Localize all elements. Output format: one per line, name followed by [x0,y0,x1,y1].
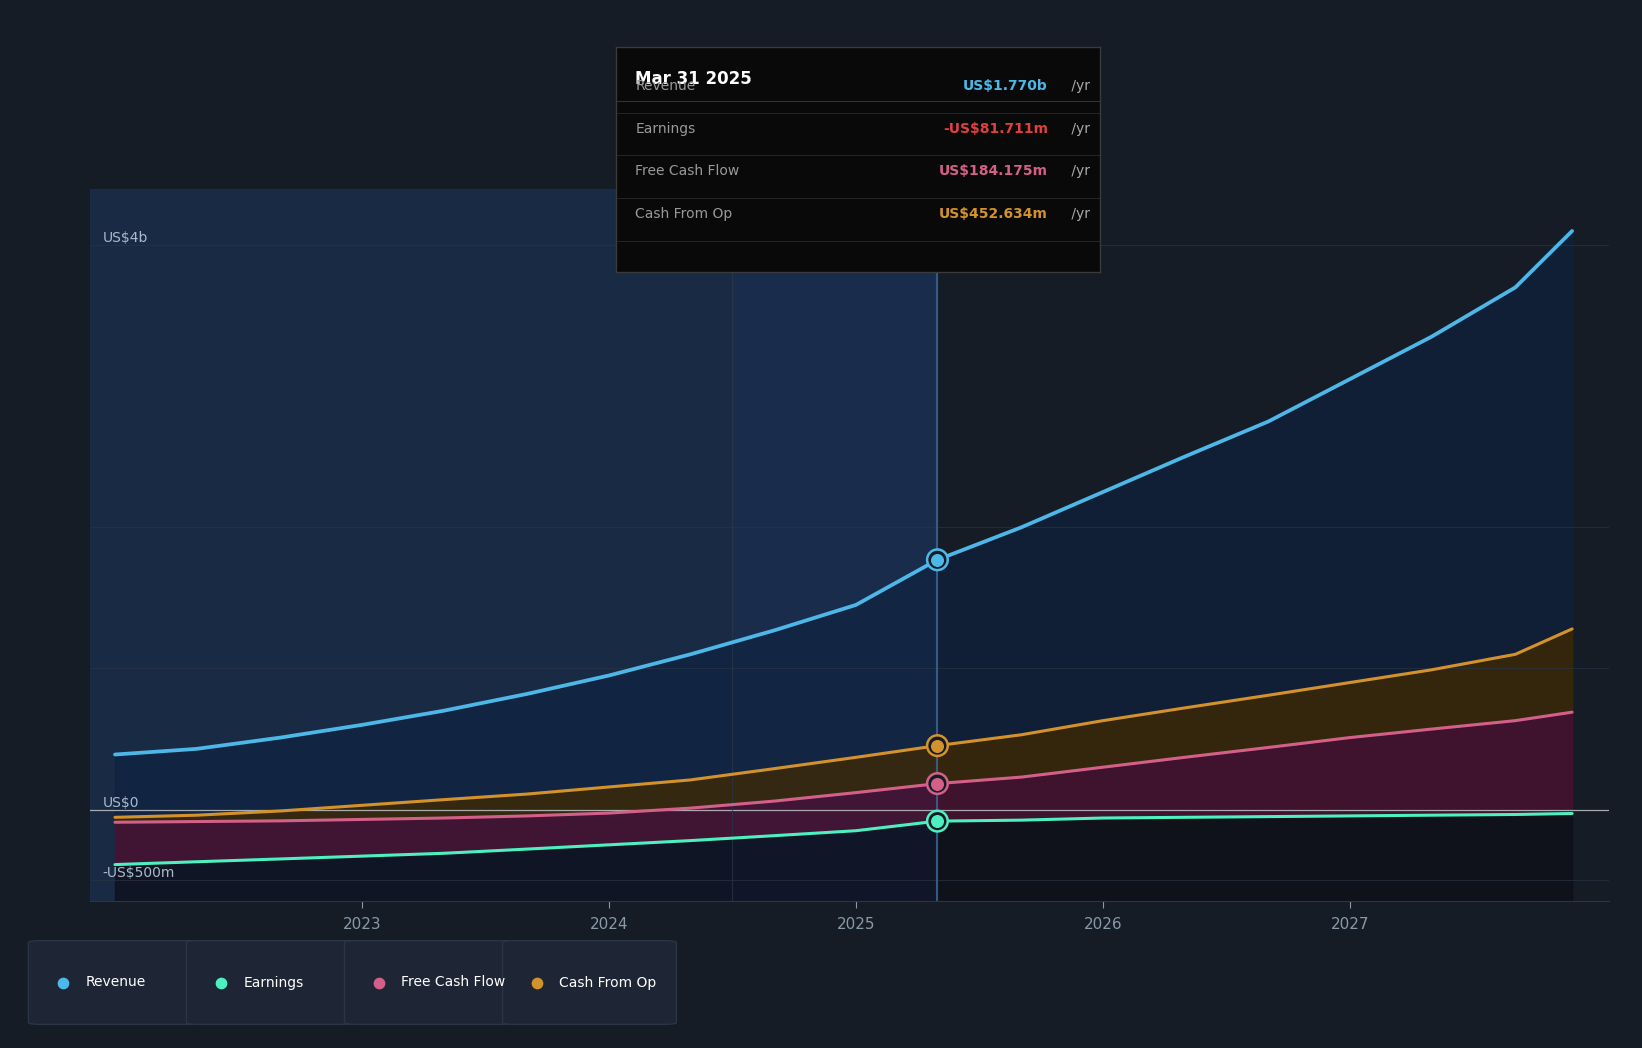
Point [924,776,951,792]
Point [366,975,392,991]
Text: /yr: /yr [1067,79,1090,92]
Point [924,776,951,792]
FancyBboxPatch shape [28,941,202,1024]
Text: /yr: /yr [1067,208,1090,221]
Text: /yr: /yr [1067,165,1090,178]
Text: -US$500m: -US$500m [103,866,176,880]
Bar [732,189,938,901]
Point [49,975,76,991]
Point [924,737,951,754]
Text: /yr: /yr [1067,122,1090,135]
Text: Revenue: Revenue [85,976,146,989]
Point [924,551,951,568]
Text: US$0: US$0 [103,795,140,809]
Text: Earnings: Earnings [635,122,695,135]
Text: Free Cash Flow: Free Cash Flow [401,976,506,989]
FancyBboxPatch shape [345,941,519,1024]
Point [924,776,951,792]
Text: US$1.770b: US$1.770b [964,79,1048,92]
Text: US$4b: US$4b [103,232,148,245]
Text: Revenue: Revenue [635,79,695,92]
Point [924,737,951,754]
Text: Cash From Op: Cash From Op [560,976,657,989]
Text: Mar 31 2025: Mar 31 2025 [635,69,752,88]
Text: Past: Past [688,196,721,211]
Text: -US$81.711m: -US$81.711m [943,122,1048,135]
Point [924,551,951,568]
Point [524,975,550,991]
Bar [90,189,732,901]
Text: Cash From Op: Cash From Op [635,208,732,221]
Point [924,813,951,830]
Point [924,813,951,830]
Text: Analysts Forecasts: Analysts Forecasts [752,196,895,211]
FancyBboxPatch shape [187,941,360,1024]
Text: Earnings: Earnings [243,976,304,989]
Point [209,975,235,991]
Point [924,551,951,568]
Text: US$184.175m: US$184.175m [939,165,1048,178]
Point [924,737,951,754]
Text: Free Cash Flow: Free Cash Flow [635,165,739,178]
Text: US$452.634m: US$452.634m [939,208,1048,221]
FancyBboxPatch shape [502,941,677,1024]
Point [924,813,951,830]
